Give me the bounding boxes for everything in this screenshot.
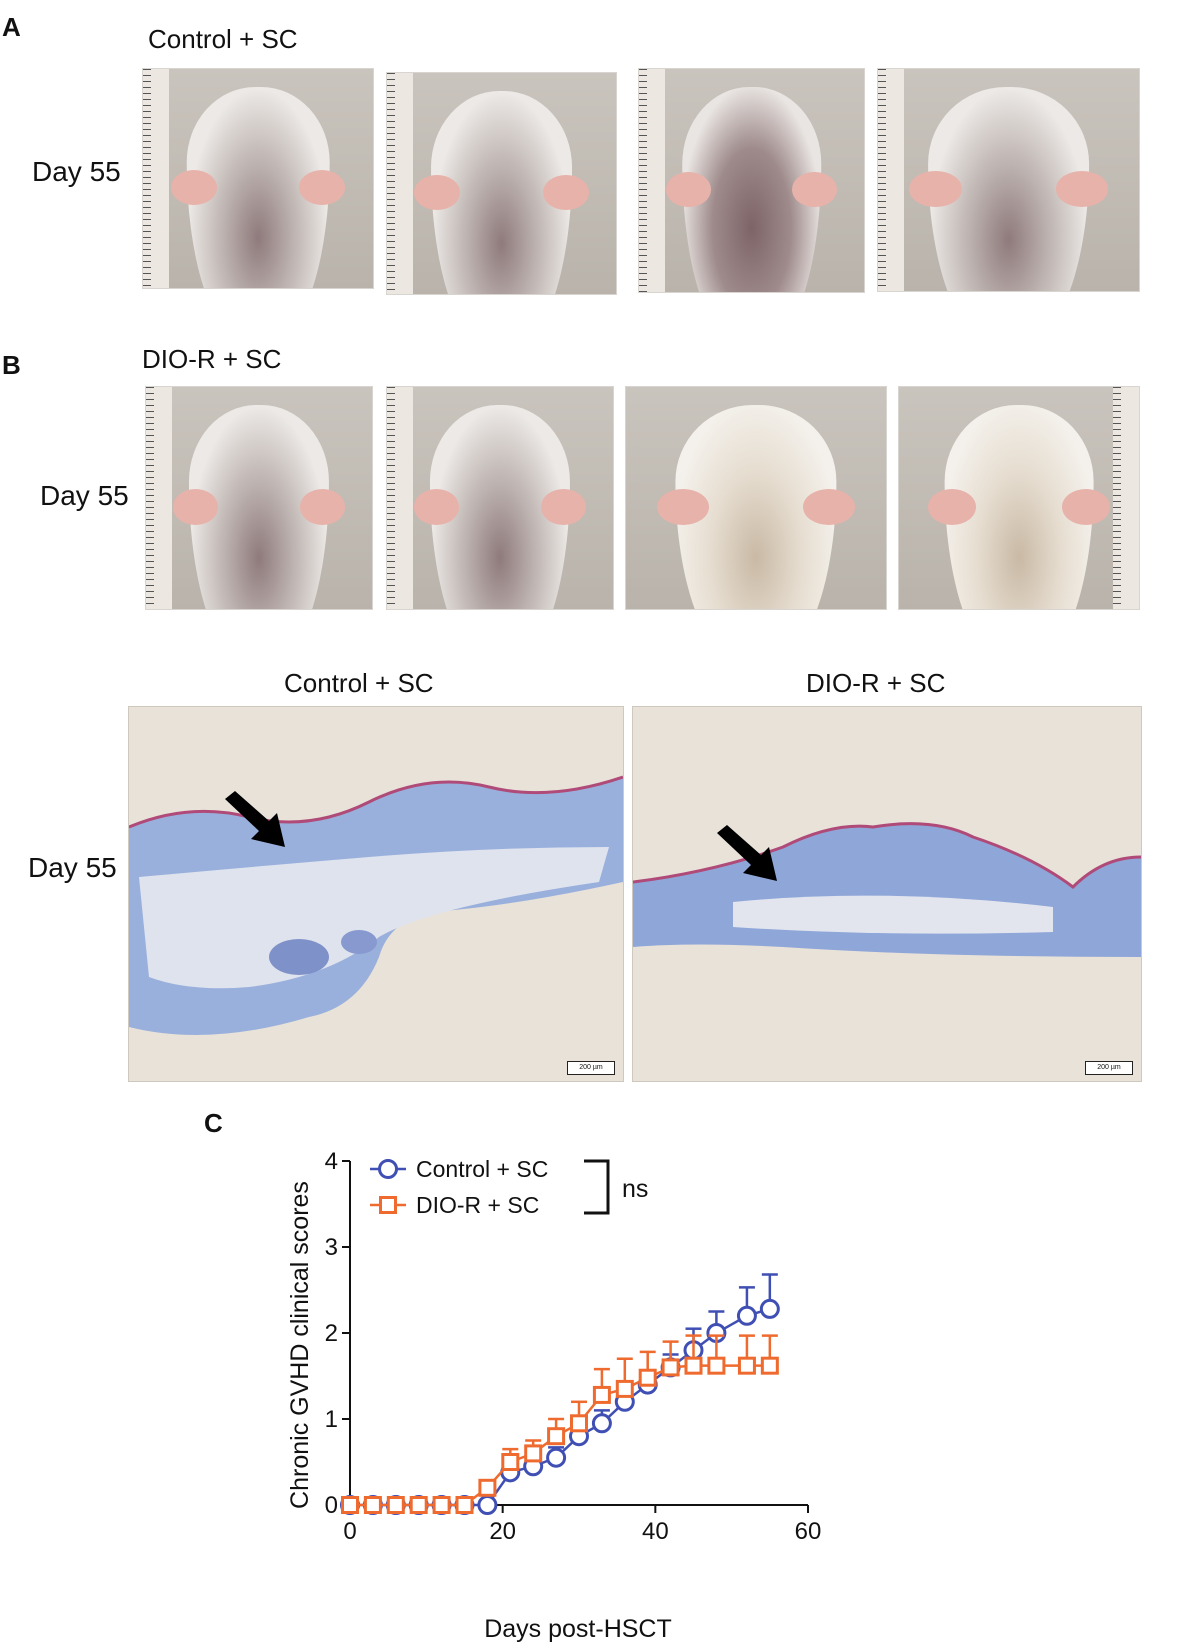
legend-marker xyxy=(378,1159,398,1179)
significance-bracket xyxy=(584,1159,610,1215)
panel-b-group-title: DIO-R + SC xyxy=(142,344,282,374)
mouse-photo-b4 xyxy=(898,386,1140,610)
data-point xyxy=(341,1496,359,1514)
gvhd-score-chart: 0 20 40 60 0 1 2 3 4 Control + SC DIO-R + SC Chro… xyxy=(286,1148,822,1643)
data-point xyxy=(592,1385,611,1404)
legend-label: DIO-R + SC xyxy=(416,1192,539,1218)
significance-label: ns xyxy=(622,1175,648,1203)
mouse-photo-a3 xyxy=(638,68,865,293)
mouse-photo-b2 xyxy=(386,386,614,610)
panel-a-row-label: Day 55 xyxy=(32,156,121,187)
data-point xyxy=(760,1356,779,1375)
data-point xyxy=(455,1496,474,1514)
histology-row-label: Day 55 xyxy=(28,852,117,883)
y-tick-label: 0 xyxy=(325,1492,338,1519)
y-tick-label: 4 xyxy=(325,1148,338,1175)
x-tick-label: 20 xyxy=(489,1518,516,1545)
panel-a-letter: A xyxy=(2,12,21,42)
scale-bar: 200 µm xyxy=(1085,1061,1133,1075)
x-tick-label: 60 xyxy=(795,1518,822,1545)
panel-b-letter: B xyxy=(2,350,21,380)
data-point xyxy=(409,1496,428,1514)
panel-c-letter: C xyxy=(204,1108,223,1138)
data-point xyxy=(546,1447,567,1468)
legend-label: Control + SC xyxy=(416,1156,548,1182)
mouse-photo-a1 xyxy=(142,68,374,289)
x-tick-label: 40 xyxy=(642,1518,669,1545)
data-point xyxy=(432,1496,451,1514)
mouse-photo-a2 xyxy=(386,72,617,295)
series-dior xyxy=(341,1334,779,1514)
data-point xyxy=(759,1298,780,1319)
data-point xyxy=(736,1305,757,1326)
y-axis-label: Chronic GVHD clinical scores xyxy=(286,1181,314,1509)
histology-section-dior xyxy=(633,822,1141,957)
panel-b-row-label: Day 55 xyxy=(40,480,129,511)
y-tick-label: 1 xyxy=(325,1406,338,1433)
mouse-photo-b1 xyxy=(145,386,373,610)
arrow-icon xyxy=(717,825,777,881)
data-point xyxy=(591,1413,612,1434)
histology-image-control: 200 µm xyxy=(128,706,624,1082)
mouse-photo-a4 xyxy=(877,68,1140,292)
histology-left-title: Control + SC xyxy=(284,668,434,698)
data-point xyxy=(638,1368,657,1387)
x-axis-label: Days post-HSCT xyxy=(484,1615,672,1643)
data-point xyxy=(684,1356,703,1375)
histology-section-control xyxy=(129,775,623,1035)
data-point xyxy=(363,1496,382,1514)
series-control xyxy=(340,1273,780,1515)
data-point xyxy=(524,1444,543,1463)
scale-bar: 200 µm xyxy=(567,1061,615,1075)
arrow-icon xyxy=(225,791,285,847)
data-point xyxy=(547,1427,566,1446)
data-point xyxy=(386,1496,405,1514)
data-point xyxy=(615,1379,634,1398)
data-point xyxy=(707,1356,726,1375)
y-tick-label: 3 xyxy=(325,1234,338,1261)
panel-a-group-title: Control + SC xyxy=(148,24,298,54)
data-point xyxy=(737,1356,756,1375)
data-point xyxy=(477,1495,498,1515)
data-point xyxy=(570,1414,588,1433)
y-tick-label: 2 xyxy=(325,1320,338,1347)
data-point xyxy=(501,1453,520,1471)
legend-marker xyxy=(379,1196,397,1214)
histology-right-title: DIO-R + SC xyxy=(806,668,946,698)
data-point xyxy=(661,1358,680,1377)
mouse-photo-b3 xyxy=(625,386,887,610)
data-point xyxy=(478,1478,497,1497)
series-line xyxy=(350,1307,771,1507)
x-tick-label: 0 xyxy=(343,1518,356,1545)
histology-image-dior: 200 µm xyxy=(632,706,1142,1082)
